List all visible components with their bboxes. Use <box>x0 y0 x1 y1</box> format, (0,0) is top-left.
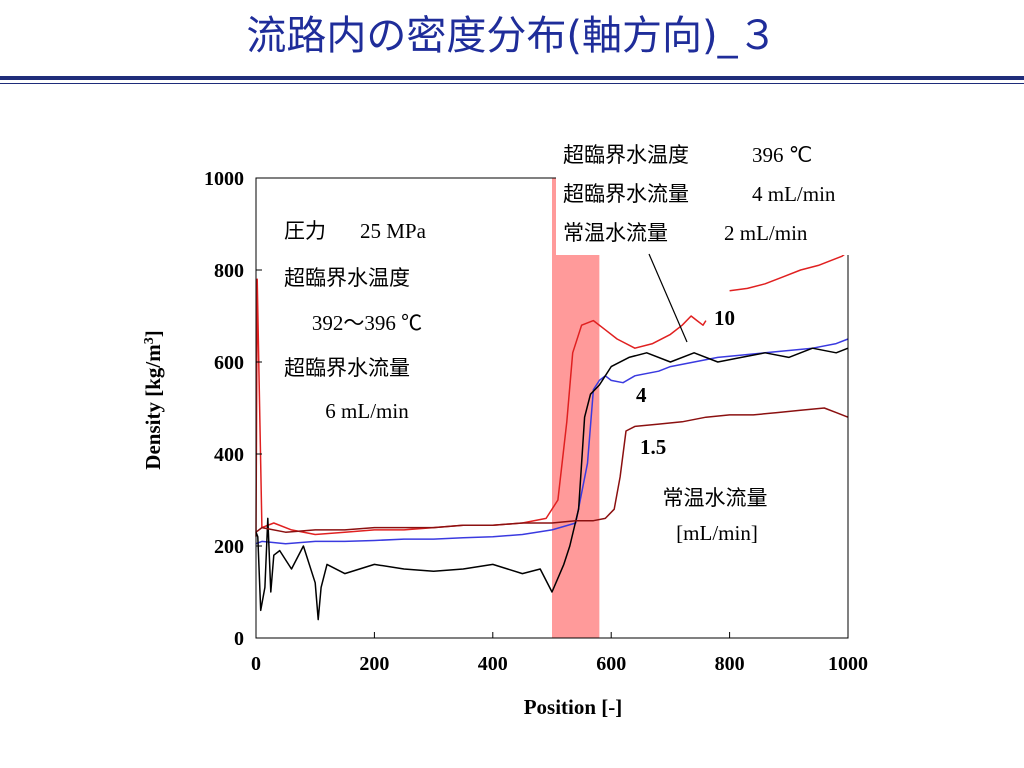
left-temp-label: 超臨界水温度 <box>284 266 410 290</box>
left-flow-label: 超臨界水流量 <box>284 356 410 380</box>
x-axis-title: Position [-] <box>524 695 623 719</box>
left-flow-value: 6 mL/min <box>325 399 409 423</box>
x-tick-label: 0 <box>251 653 261 675</box>
y-tick-label: 0 <box>234 628 244 650</box>
x-tick-label: 800 <box>715 653 745 675</box>
pressure-label: 圧力 <box>284 219 326 243</box>
right-conditions-background <box>556 135 856 255</box>
legend-title: 常温水流量 <box>663 486 768 510</box>
pressure-value: 25 MPa <box>360 219 427 243</box>
x-tick-label: 200 <box>359 653 389 675</box>
right-water-value: 2 mL/min <box>724 221 808 245</box>
legend-unit: [mL/min] <box>676 521 758 545</box>
series-label-10: 10 <box>714 306 735 330</box>
ticks-layer: 0 200 400 600 800 1000 0 200 400 600 800 1000 <box>204 168 868 675</box>
series-label-1-5: 1.5 <box>640 435 666 459</box>
y-tick-label: 800 <box>214 260 244 282</box>
left-temp-value: 392〜396 ℃ <box>312 311 422 335</box>
y-tick-label: 200 <box>214 536 244 558</box>
series-label-4: 4 <box>636 383 647 407</box>
x-tick-label: 1000 <box>828 653 868 675</box>
right-flow-label: 超臨界水流量 <box>563 182 689 206</box>
right-temp-label: 超臨界水温度 <box>563 143 689 167</box>
x-tick-label: 600 <box>596 653 626 675</box>
right-flow-value: 4 mL/min <box>752 182 836 206</box>
y-axis-title: Density [kg/m3] <box>141 330 165 469</box>
series-line-1 <box>729 251 849 292</box>
plot-frame <box>255 177 849 639</box>
series-line-2 <box>255 338 849 545</box>
series-layer <box>255 251 849 621</box>
title-divider-thick <box>0 76 1024 80</box>
right-temp-value: 396 ℃ <box>752 143 812 167</box>
x-tick-label: 400 <box>478 653 508 675</box>
title-divider-thin <box>0 83 1024 84</box>
y-tick-label: 1000 <box>204 168 244 190</box>
slide-title: 流路内の密度分布(軸方向)_３ <box>246 13 778 59</box>
y-tick-label: 600 <box>214 352 244 374</box>
right-water-label: 常温水流量 <box>563 221 668 245</box>
annotation-pointer <box>648 253 688 343</box>
series-line-4 <box>255 407 849 533</box>
y-tick-label: 400 <box>214 444 244 466</box>
series-line-0 <box>255 278 707 537</box>
series-line-3 <box>255 347 849 621</box>
